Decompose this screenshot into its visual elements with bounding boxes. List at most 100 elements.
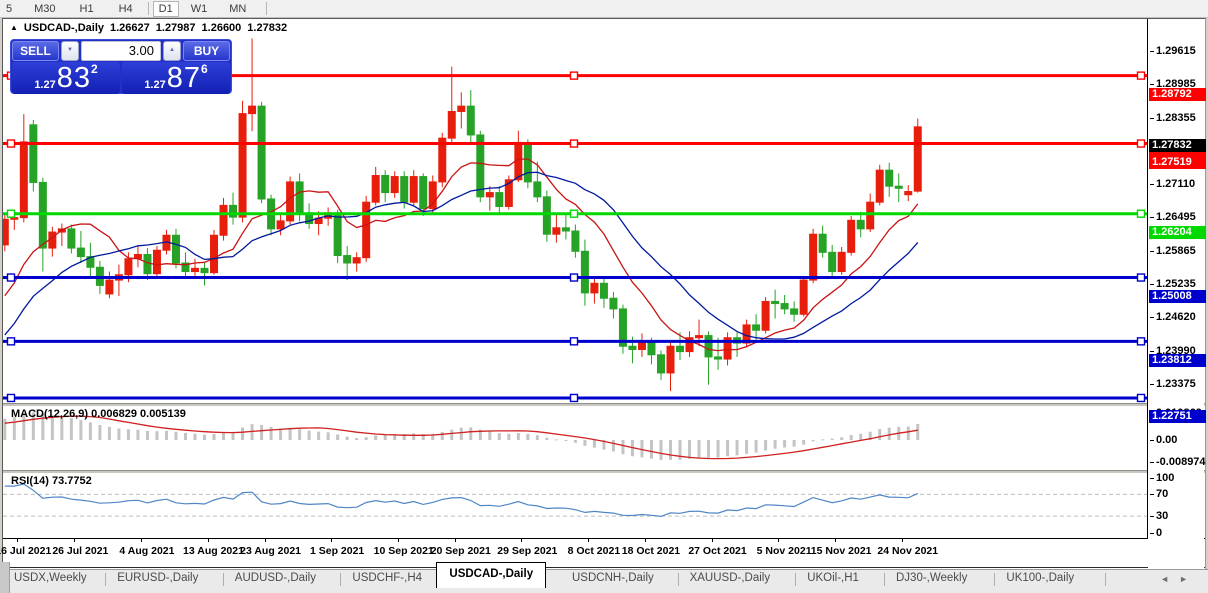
tab-scroll-arrows[interactable]: ◄► bbox=[1160, 574, 1198, 584]
tab-ukoil-h1[interactable]: UKOil-,H1 bbox=[807, 572, 859, 584]
macd-indicator-pane[interactable]: MACD(12,26,9) 0.006829 0.005139 bbox=[3, 406, 1147, 470]
candle bbox=[618, 308, 627, 347]
line-handle[interactable] bbox=[6, 139, 16, 148]
tab-scroll-right-icon[interactable]: ► bbox=[1179, 574, 1198, 584]
price-axis-tick: 1.28355 bbox=[1150, 111, 1196, 124]
candle bbox=[86, 256, 95, 268]
volume-increase-button[interactable]: ▲ bbox=[163, 41, 181, 61]
timeframe-button-d1[interactable]: D1 bbox=[152, 0, 179, 17]
line-handle[interactable] bbox=[1136, 337, 1146, 346]
macd-histogram-bar bbox=[859, 433, 863, 440]
candle bbox=[276, 220, 285, 230]
tab-usdcad-daily[interactable]: USDCAD-,Daily bbox=[436, 562, 547, 588]
tab-xauusd-daily[interactable]: XAUUSD-,Daily bbox=[689, 572, 771, 584]
tab-eurusd-daily[interactable]: EURUSD-,Daily bbox=[117, 572, 199, 584]
line-handle[interactable] bbox=[569, 209, 579, 218]
macd-histogram-bar bbox=[336, 434, 340, 440]
tab-scroll-left-icon[interactable]: ◄ bbox=[1160, 574, 1180, 584]
macd-histogram-bar bbox=[222, 432, 226, 440]
candle bbox=[143, 253, 152, 275]
candle bbox=[771, 300, 780, 305]
candle bbox=[19, 141, 28, 219]
time-axis[interactable]: 16 Jul 2021 26 Jul 2021 4 Aug 2021 13 Aug 2… bbox=[0, 538, 1205, 568]
candle bbox=[333, 212, 342, 257]
tab-dj30-weekly[interactable]: DJ30-,Weekly bbox=[896, 572, 968, 584]
main-chart-pane[interactable]: ▲ USDCAD-,Daily 1.26627 1.27987 1.26600 … bbox=[3, 19, 1147, 403]
sell-button[interactable]: SELL bbox=[12, 41, 59, 61]
macd-histogram-bar bbox=[916, 423, 920, 440]
timeframe-button-h4[interactable]: H4 bbox=[118, 2, 133, 15]
timeframe-button-w1[interactable]: W1 bbox=[190, 2, 208, 15]
macd-axis-tick: -0.008974 bbox=[1150, 456, 1206, 469]
macd-histogram-bar bbox=[659, 440, 663, 460]
macd-histogram-bar bbox=[431, 433, 435, 440]
price-axis[interactable]: 1.29615 1.28985 1.28355 1.27110 1.26495 1.258… bbox=[1148, 19, 1206, 569]
macd-histogram-bar bbox=[231, 431, 235, 440]
sell-price-quote[interactable]: 1.27 83 2 bbox=[12, 62, 120, 94]
date-tick bbox=[778, 539, 780, 542]
line-handle[interactable] bbox=[6, 209, 16, 218]
line-handle[interactable] bbox=[6, 273, 16, 282]
candle bbox=[466, 105, 475, 136]
line-handle[interactable] bbox=[1136, 209, 1146, 218]
candle bbox=[809, 233, 818, 281]
buy-price-prefix: 1.27 bbox=[144, 79, 166, 91]
price-line-badge: 1.22751 bbox=[1149, 410, 1206, 424]
buy-button[interactable]: BUY bbox=[183, 41, 230, 61]
price-line-badge: 1.26204 bbox=[1149, 226, 1206, 240]
candle bbox=[866, 201, 875, 230]
candle bbox=[343, 255, 352, 264]
line-handle[interactable] bbox=[569, 71, 579, 80]
price-axis-tick: 1.23375 bbox=[1150, 377, 1196, 390]
line-handle[interactable] bbox=[1136, 273, 1146, 282]
tab-uk100-daily[interactable]: UK100-,Daily bbox=[1006, 572, 1075, 584]
candle bbox=[476, 134, 485, 198]
date-tick bbox=[644, 539, 646, 542]
line-handle[interactable] bbox=[569, 139, 579, 148]
tab-usdchf-h4[interactable]: USDCHF-,H4 bbox=[352, 572, 423, 584]
date-label: 27 Oct 2021 bbox=[688, 545, 747, 557]
volume-decrease-button[interactable]: ▼ bbox=[61, 41, 79, 61]
collapse-icon[interactable]: ▲ bbox=[10, 23, 18, 32]
macd-label: MACD(12,26,9) 0.006829 0.005139 bbox=[11, 408, 186, 420]
candle bbox=[400, 176, 409, 203]
pane-splitter-rsi[interactable] bbox=[3, 470, 1205, 473]
candle bbox=[656, 354, 665, 374]
macd-histogram-bar bbox=[307, 430, 311, 440]
line-handle[interactable] bbox=[1136, 139, 1146, 148]
rsi-indicator-pane[interactable]: RSI(14) 73.7752 bbox=[3, 473, 1147, 538]
line-handle[interactable] bbox=[1136, 71, 1146, 80]
timeframe-button-5[interactable]: 5 bbox=[6, 2, 13, 15]
date-label: 1 Sep 2021 bbox=[309, 545, 365, 557]
price-axis-tick: 1.25235 bbox=[1150, 278, 1196, 291]
line-handle[interactable] bbox=[6, 393, 16, 403]
line-handle[interactable] bbox=[569, 337, 579, 346]
macd-histogram-bar bbox=[79, 420, 83, 440]
line-handle[interactable] bbox=[569, 393, 579, 403]
tab-audusd-daily[interactable]: AUDUSD-,Daily bbox=[234, 572, 316, 584]
date-tick bbox=[835, 539, 837, 542]
macd-histogram-bar bbox=[545, 437, 549, 440]
line-handle[interactable] bbox=[569, 273, 579, 282]
candle bbox=[714, 356, 723, 360]
line-handle[interactable] bbox=[6, 337, 16, 346]
candle bbox=[229, 204, 238, 218]
candle bbox=[181, 262, 190, 273]
pane-splitter-macd[interactable] bbox=[3, 403, 1205, 406]
buy-price-quote[interactable]: 1.27 87 6 bbox=[122, 62, 230, 94]
line-handle[interactable] bbox=[1136, 393, 1146, 403]
timeframe-button-m30[interactable]: M30 bbox=[34, 2, 56, 15]
timeframe-button-mn[interactable]: MN bbox=[229, 2, 247, 15]
macd-histogram-bar bbox=[41, 414, 45, 440]
tab-usdcnh-daily[interactable]: USDCNH-,Daily bbox=[572, 572, 654, 584]
candle bbox=[704, 335, 713, 358]
symbol-period-label: USDCAD-,Daily bbox=[23, 22, 104, 34]
volume-input[interactable]: 3.00 bbox=[81, 41, 161, 61]
tab-usdx-weekly[interactable]: USDX,Weekly bbox=[14, 572, 87, 584]
candle bbox=[38, 181, 47, 249]
macd-histogram-bar bbox=[764, 440, 768, 451]
timeframe-button-h1[interactable]: H1 bbox=[79, 2, 94, 15]
rsi-axis-tick: 70 bbox=[1149, 488, 1169, 501]
macd-histogram-bar bbox=[288, 428, 292, 440]
tab-separator bbox=[105, 573, 107, 586]
